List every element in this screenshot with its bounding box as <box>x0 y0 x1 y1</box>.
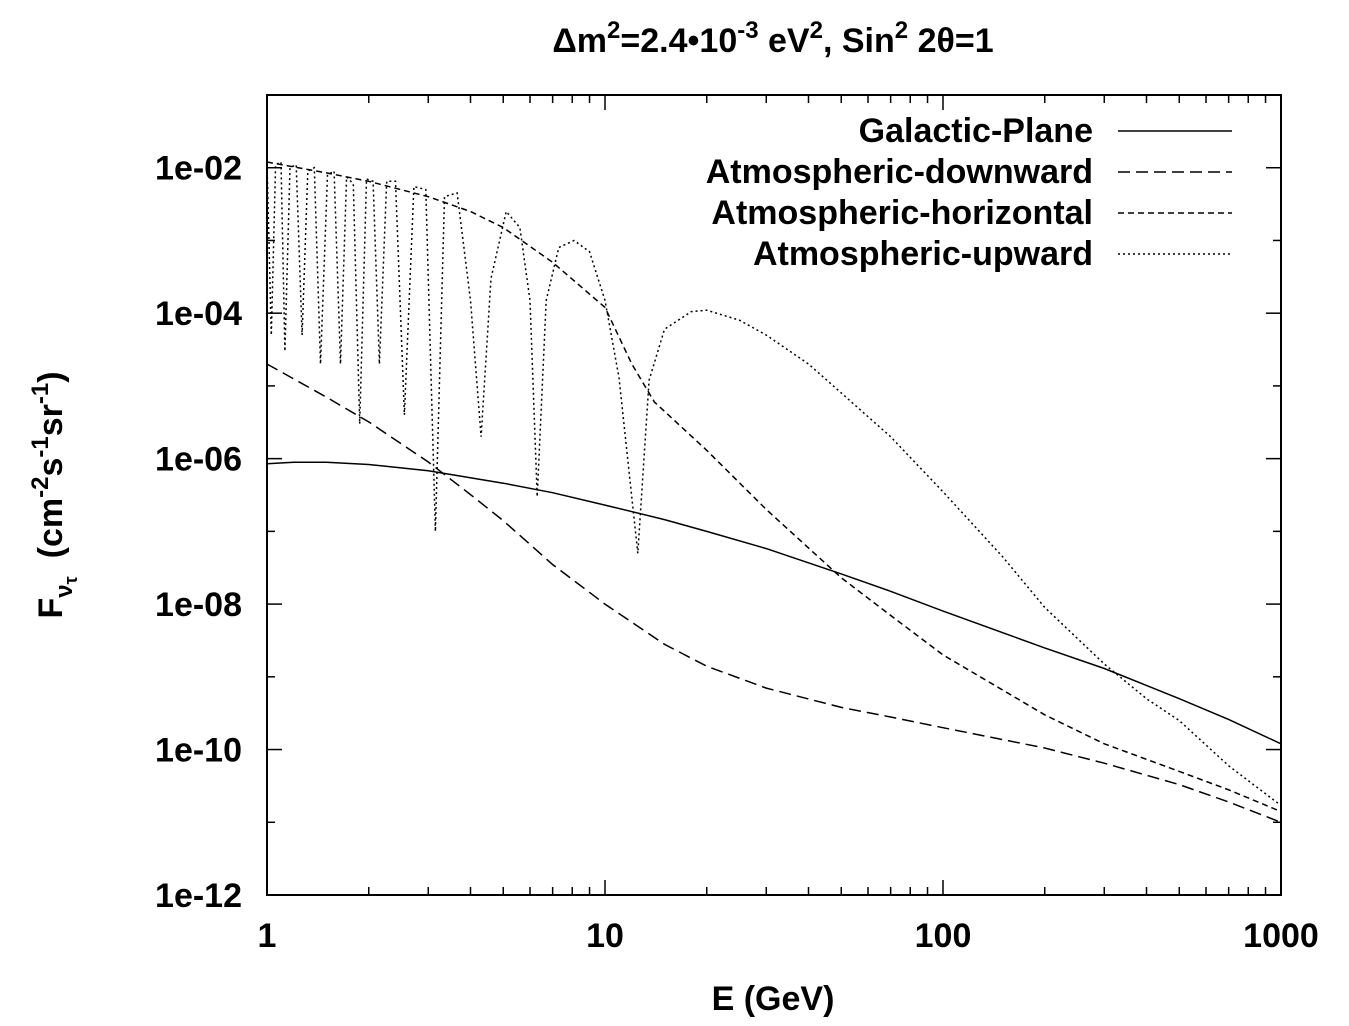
legend: Galactic-PlaneAtmospheric-downwardAtmosp… <box>706 112 1232 273</box>
x-axis-label: E (GeV) <box>712 980 835 1018</box>
legend-label: Galactic-Plane <box>859 112 1093 150</box>
series-line-3 <box>267 161 1281 813</box>
legend-label: Atmospheric-upward <box>753 235 1093 273</box>
series-lines <box>267 160 1281 823</box>
y-tick-label: 1e-12 <box>155 877 242 915</box>
legend-label: Atmospheric-horizontal <box>711 194 1093 232</box>
chart-title: Δm2=2.4•10-3 eV2, Sin2 2θ=1 <box>552 17 993 60</box>
y-tick-label: 1e-06 <box>155 441 242 479</box>
y-tick-label: 1e-02 <box>155 150 242 188</box>
x-tick-label: 100 <box>915 917 972 955</box>
series-line-2 <box>267 363 1281 823</box>
x-tick-label: 10 <box>586 917 624 955</box>
axis-tick-labels: 1 10 100 1000 1e-02 1e-04 1e-06 1e-08 1e-10 1e-12 <box>155 150 1319 955</box>
series-line-1 <box>267 461 1281 745</box>
plot-frame <box>266 94 1282 896</box>
legend-label: Atmospheric-downward <box>706 153 1093 191</box>
series-line-4 <box>267 160 1281 807</box>
y-axis-label: Fντ(cm-2s-1sr-1) <box>27 371 81 618</box>
axis-ticks <box>266 94 1282 896</box>
y-tick-label: 1e-08 <box>155 586 242 624</box>
x-tick-label: 1000 <box>1243 917 1319 955</box>
x-tick-label: 1 <box>258 917 277 955</box>
y-tick-label: 1e-04 <box>155 295 242 333</box>
y-tick-label: 1e-10 <box>155 732 242 770</box>
